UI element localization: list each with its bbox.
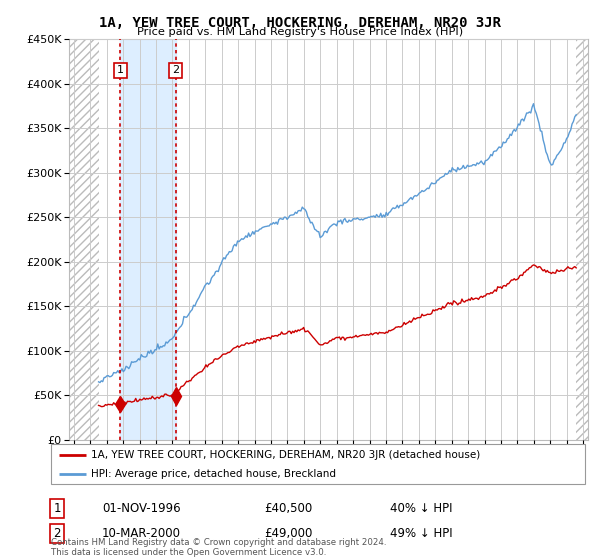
Text: 1A, YEW TREE COURT, HOCKERING, DEREHAM, NR20 3JR: 1A, YEW TREE COURT, HOCKERING, DEREHAM, … [99,16,501,30]
Text: 01-NOV-1996: 01-NOV-1996 [102,502,181,515]
Text: 1: 1 [53,502,61,515]
Bar [69,39,98,440]
Text: Contains HM Land Registry data © Crown copyright and database right 2024.
This d: Contains HM Land Registry data © Crown c… [51,538,386,557]
Text: 10-MAR-2000: 10-MAR-2000 [102,526,181,540]
Bar [576,39,588,440]
Text: 49% ↓ HPI: 49% ↓ HPI [390,526,452,540]
Text: 2: 2 [53,526,61,540]
Text: £40,500: £40,500 [264,502,312,515]
Text: 2: 2 [172,66,179,76]
FancyBboxPatch shape [51,444,585,484]
Text: 40% ↓ HPI: 40% ↓ HPI [390,502,452,515]
Text: £49,000: £49,000 [264,526,313,540]
Bar [121,39,176,440]
Text: HPI: Average price, detached house, Breckland: HPI: Average price, detached house, Brec… [91,469,336,479]
Bar [69,39,98,440]
Text: 1A, YEW TREE COURT, HOCKERING, DEREHAM, NR20 3JR (detached house): 1A, YEW TREE COURT, HOCKERING, DEREHAM, … [91,450,481,460]
Text: Price paid vs. HM Land Registry's House Price Index (HPI): Price paid vs. HM Land Registry's House … [137,27,463,37]
Bar [576,39,588,440]
Text: 1: 1 [117,66,124,76]
